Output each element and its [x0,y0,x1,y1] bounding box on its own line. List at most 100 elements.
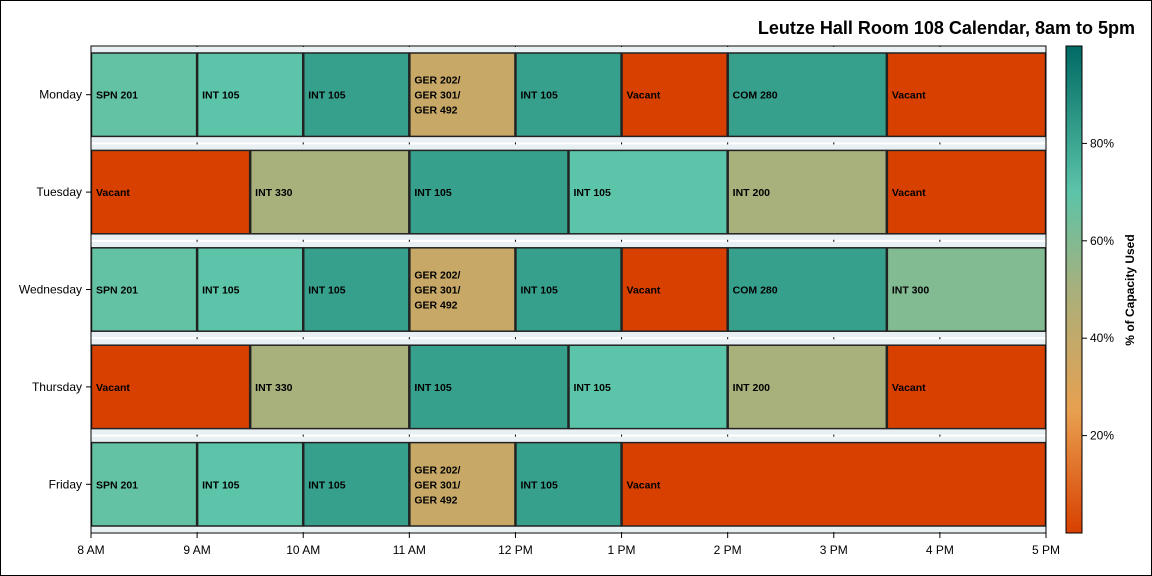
colorbar-ticks: 20% 40% 60% 80% [1082,136,1114,443]
schedule-block [568,149,728,235]
block-label: INT 105 [308,90,346,102]
schedule-block [302,247,410,332]
y-tick-label: Thursday [32,380,82,394]
colorbar-tick-label: 40% [1090,331,1114,345]
band-strip [91,47,1046,53]
schedule-block [727,52,888,138]
block-label: INT 105 [574,382,612,394]
block-label: INT 105 [520,285,558,297]
schedule-block [409,441,516,527]
block-label: Vacant [627,285,661,297]
block-label: Vacant [627,479,661,491]
colorbar-tick-label: 60% [1090,234,1114,248]
schedule-block [409,247,516,332]
block-label: INT 105 [202,90,240,102]
block-label: INT 330 [255,187,293,199]
block-label: INT 105 [414,382,452,394]
block-label: INT 330 [255,382,293,394]
block-label: GER 492 [414,105,457,117]
schedule-block [249,344,410,430]
schedule-block [302,441,410,527]
block-label: INT 105 [308,479,346,491]
block-label: INT 200 [733,187,771,199]
x-tick-label: 1 PM [608,543,636,557]
schedule-block [302,52,410,138]
y-tick-label: Monday [39,88,82,102]
row-thursday: Vacant INT 330 INT 105 INT 105 INT 200 Vacant [90,339,1047,435]
block-label: INT 105 [574,187,612,199]
block-label: Vacant [892,187,926,199]
block-label: INT 105 [308,285,346,297]
colorbar-tick-label: 20% [1090,429,1114,443]
y-tick-label: Friday [49,477,82,491]
chart-title: Leutze Hall Room 108 Calendar, 8am to 5p… [758,18,1135,38]
schedule-block [727,247,888,332]
block-label: INT 105 [414,187,452,199]
y-tick-label: Wednesday [19,283,82,297]
block-label: Vacant [892,382,926,394]
schedule-block [409,52,516,138]
schedule-block [515,52,622,138]
schedule-block [515,441,622,527]
block-label: COM 280 [733,90,778,102]
x-tick-label: 11 AM [393,543,426,557]
x-axis: 8 AM 9 AM 10 AM 11 AM 12 PM 1 PM 2 PM 3 PM 4 PM 5… [77,532,1060,557]
x-tick-label: 5 PM [1032,543,1060,557]
band-strip [91,233,1046,240]
schedule-block [409,149,569,235]
block-label: GER 301/ [414,90,460,102]
schedule-block [90,344,251,430]
band-strip [91,136,1046,143]
x-tick-label: 12 PM [498,543,533,557]
colorbar-tick-label: 80% [1090,136,1114,150]
block-label: INT 300 [892,285,930,297]
schedule-block [621,52,728,138]
block-label: GER 301/ [414,285,460,297]
block-label: GER 492 [414,494,457,506]
block-label: SPN 201 [96,285,138,297]
schedule-block [727,149,888,235]
schedule-block [886,149,1047,235]
block-label: INT 105 [202,479,240,491]
block-label: COM 280 [733,285,778,297]
y-axis: Monday Tuesday Wednesday Thursday Friday [19,88,91,491]
schedule-block [90,52,198,138]
schedule-block [249,149,410,235]
schedule-block [515,247,622,332]
band-strip [91,436,1046,443]
block-label: INT 105 [520,479,558,491]
schedule-block [621,441,1047,527]
block-label: GER 202/ [414,464,460,476]
schedule-block [727,344,888,430]
block-label: Vacant [627,90,661,102]
schedule-block [90,149,251,235]
schedule-block [886,344,1047,430]
plot-area: SPN 201 INT 105 INT 105 GER 202/GER 301/GER… [90,45,1047,534]
colorbar-gradient [1065,45,1083,534]
block-label: SPN 201 [96,90,138,102]
band-strip [91,331,1046,338]
row-wednesday: SPN 201 INT 105 INT 105 GER 202/GER 301/GER… [90,241,1047,338]
row-monday: SPN 201 INT 105 INT 105 GER 202/GER 301/GER… [90,47,1047,143]
schedule-block [90,441,198,527]
band-strip [91,526,1046,532]
schedule-block [886,247,1047,332]
x-tick-label: 8 AM [77,543,104,557]
block-label: GER 202/ [414,270,460,282]
schedule-block [196,441,304,527]
schedule-block [196,247,304,332]
block-label: SPN 201 [96,479,138,491]
schedule-block [621,247,728,332]
block-label: INT 105 [202,285,240,297]
row-tuesday: Vacant INT 330 INT 105 INT 105 INT 200 Vacant [90,144,1047,240]
block-label: GER 202/ [414,75,460,87]
block-label: GER 301/ [414,479,460,491]
schedule-block [409,344,569,430]
block-label: INT 105 [520,90,558,102]
y-tick-label: Tuesday [36,185,82,199]
row-friday: SPN 201 INT 105 INT 105 GER 202/GER 301/GER… [90,436,1047,532]
band-strip [91,339,1046,346]
x-tick-label: 9 AM [183,543,210,557]
block-label: Vacant [96,382,130,394]
